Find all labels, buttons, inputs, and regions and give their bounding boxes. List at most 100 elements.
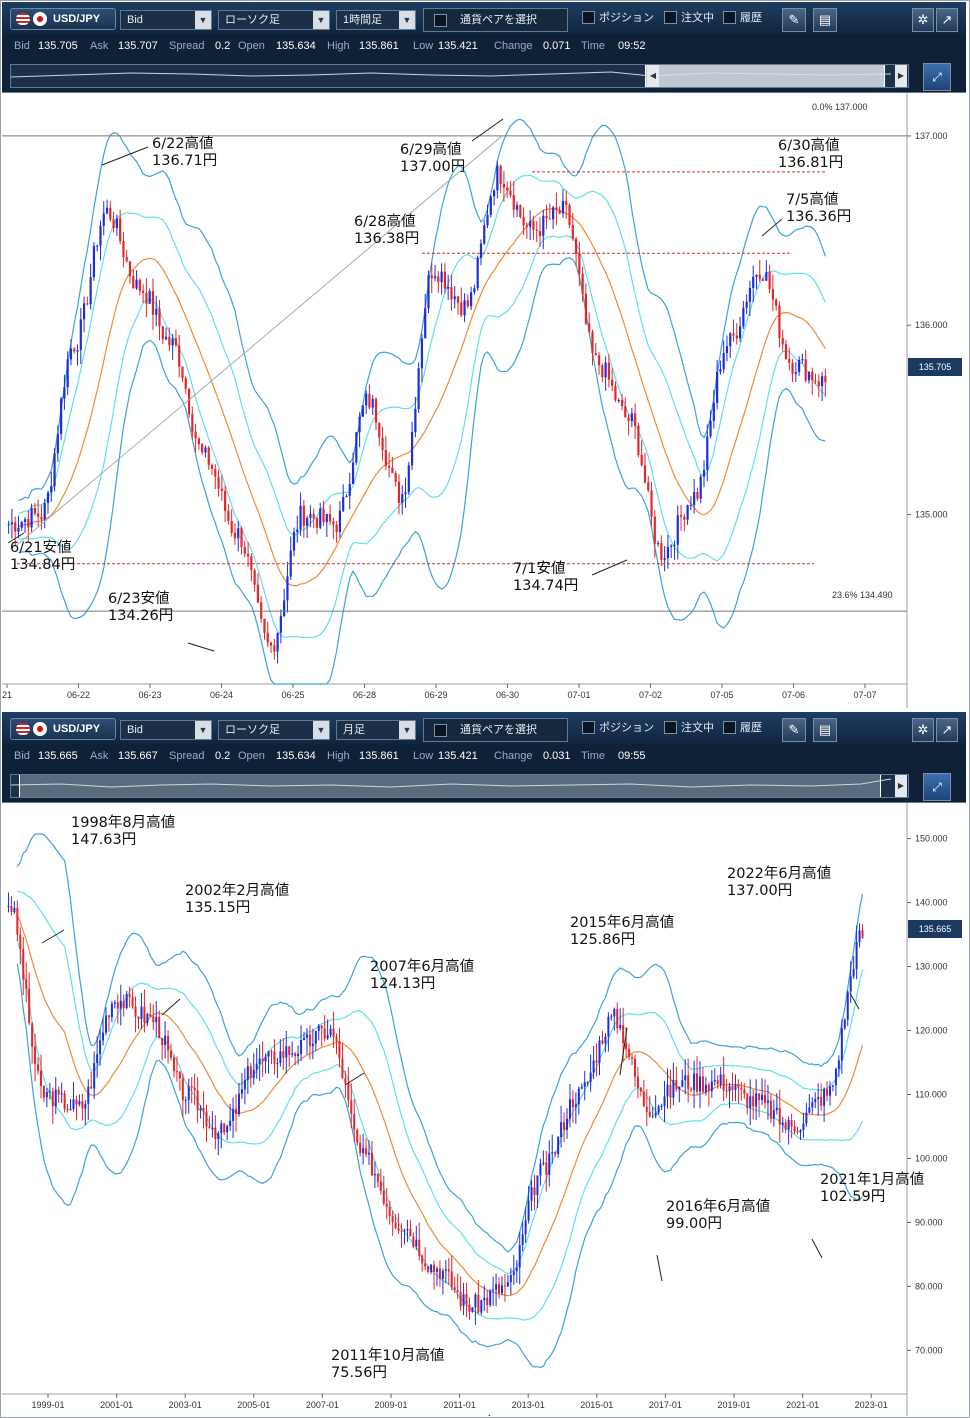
annotation-arrow — [849, 992, 860, 1010]
candle-body — [220, 1123, 223, 1134]
candle-body — [201, 444, 204, 453]
chevron-right-icon[interactable]: ▶ — [895, 65, 907, 87]
status-value: 135.634 — [276, 40, 316, 52]
annotation-1998-08-high: 1998年8月高値 147.63円 — [71, 815, 175, 849]
popout-icon[interactable]: ↗ — [936, 718, 958, 742]
orders-checkbox[interactable] — [664, 11, 677, 24]
history-checkbox[interactable] — [723, 11, 736, 24]
position-checkbox[interactable] — [582, 11, 595, 24]
candle-body — [498, 1284, 501, 1294]
annotation-title: 6/28高値 — [354, 214, 416, 230]
candle-body — [388, 465, 391, 468]
candle-body — [214, 1127, 217, 1140]
timeframe-select[interactable]: 月足 ▼ — [336, 720, 416, 740]
candle-body — [424, 308, 427, 339]
annotation-arrow — [619, 1027, 628, 1076]
candle-body — [90, 1086, 93, 1089]
candle-body — [489, 1290, 492, 1305]
chart-tool-icon[interactable]: ✎ — [782, 8, 806, 32]
annotation-value: 137.00円 — [727, 883, 793, 899]
currency-pair-badge[interactable]: USD/JPY — [10, 8, 116, 30]
pair-select-button[interactable]: 通貨ペアを選択 — [423, 8, 568, 32]
position-checkbox[interactable] — [582, 721, 595, 734]
candle-body — [740, 1087, 743, 1090]
toolbar: USD/JPY Bid ▼ ローソク足 ▼ 1時間足 ▼ 通貨ペアを選択 ポジション … — [2, 2, 966, 34]
chart-tool-icon[interactable]: ✎ — [782, 718, 806, 742]
candle-body — [158, 1016, 161, 1039]
timeframe-select[interactable]: 1時間足 ▼ — [336, 10, 416, 30]
chart-type-select[interactable]: ローソク足 ▼ — [218, 720, 330, 740]
candle-body — [252, 1069, 255, 1079]
candle-body — [161, 1038, 164, 1045]
navigator-scrollbar[interactable]: ▶ — [10, 774, 909, 798]
candle-body — [214, 468, 217, 477]
chevron-left-icon[interactable]: ◀ — [647, 65, 659, 87]
candle-body — [412, 1236, 415, 1247]
candle-body — [532, 221, 535, 230]
candle-body — [329, 1028, 332, 1036]
candle-body — [577, 1088, 580, 1105]
candle-body — [840, 1028, 843, 1061]
candle-body — [109, 207, 112, 220]
candle-body — [243, 546, 246, 554]
navigator-thumb[interactable] — [645, 65, 885, 87]
annotation-title: 2015年6月高値 — [570, 915, 675, 931]
window-layout-icon[interactable]: ▤ — [813, 718, 837, 742]
candle-body — [381, 437, 384, 451]
pair-select-button[interactable]: 通貨ペアを選択 — [423, 718, 568, 742]
price-type-select[interactable]: Bid ▼ — [120, 10, 212, 30]
candle-body — [326, 1035, 329, 1039]
candle-body — [235, 1108, 238, 1115]
candle-body — [420, 338, 424, 369]
history-checkbox[interactable] — [723, 721, 736, 734]
candle-body — [143, 1006, 146, 1023]
currency-pair-badge[interactable]: USD/JPY — [10, 718, 116, 740]
orders-checkbox[interactable] — [664, 721, 677, 734]
candle-body — [23, 519, 27, 522]
gear-icon[interactable]: ✲ — [912, 8, 934, 32]
annotation-arrow — [101, 146, 149, 166]
candle-body — [104, 1015, 107, 1033]
chevron-right-icon[interactable]: ▶ — [895, 775, 907, 797]
gear-icon[interactable]: ✲ — [912, 718, 934, 742]
candle-body — [125, 257, 128, 262]
annotation-arrow — [591, 559, 628, 576]
candle-body — [752, 1096, 755, 1107]
status-value: 135.861 — [359, 40, 399, 52]
candle-body — [855, 941, 858, 969]
candle-body — [801, 359, 804, 361]
candle-body — [476, 257, 479, 289]
candle-body — [34, 1046, 37, 1065]
zoom-toggle-icon[interactable]: ⤢ — [923, 63, 951, 91]
candle-body — [610, 1016, 613, 1018]
navigator-thumb[interactable] — [19, 775, 881, 797]
candle-body — [506, 187, 509, 191]
orders-label: 注文中 — [681, 722, 714, 734]
candle-body — [131, 996, 134, 1007]
x-tick-label: 2017-01 — [649, 1400, 682, 1410]
annotation-title: 2002年2月高値 — [185, 883, 290, 899]
chart-type-select[interactable]: ローソク足 ▼ — [218, 10, 330, 30]
x-tick-label: 2001-01 — [100, 1400, 133, 1410]
candle-body — [752, 276, 755, 288]
candle-body — [128, 261, 132, 277]
annotation-value: 147.63円 — [71, 832, 137, 848]
candle-body — [689, 504, 692, 506]
candle-body — [769, 1100, 772, 1119]
candle-body — [450, 1271, 453, 1288]
popout-icon[interactable]: ↗ — [936, 8, 958, 32]
candle-body — [361, 405, 364, 417]
price-type-select[interactable]: Bid ▼ — [120, 720, 212, 740]
annotation-value: 134.84円 — [10, 557, 76, 573]
candle-body — [713, 1080, 716, 1082]
zoom-toggle-icon[interactable]: ⤢ — [923, 773, 951, 801]
fib-level-label: 0.0% 137.000 — [812, 102, 868, 112]
status-label: Spread — [169, 40, 205, 52]
annotation-2007-06-high: 2007年6月高値 124.13円 — [370, 959, 474, 993]
navigator-scrollbar[interactable]: ◀ ▶ — [10, 64, 909, 88]
candle-body — [113, 1002, 116, 1004]
candle-body — [533, 1187, 536, 1195]
annotation-title: 1998年8月高値 — [71, 815, 176, 831]
window-layout-icon[interactable]: ▤ — [813, 8, 837, 32]
candle-body — [811, 1102, 814, 1108]
